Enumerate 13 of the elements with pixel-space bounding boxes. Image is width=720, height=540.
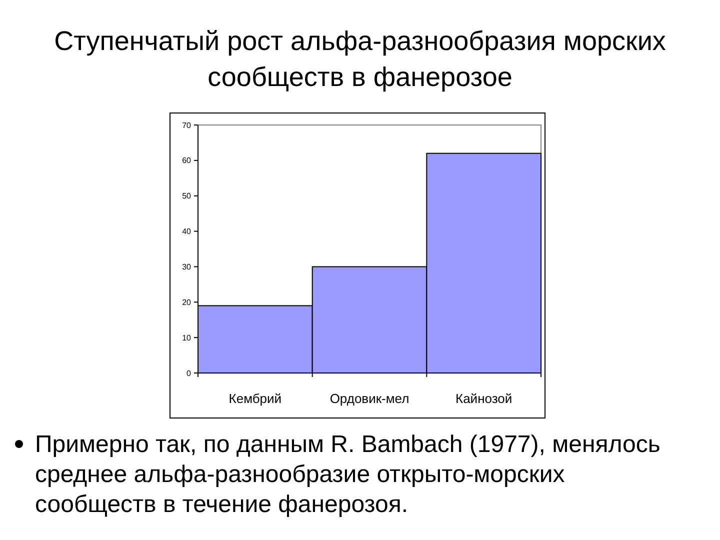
y-tick-label: 20	[182, 298, 192, 307]
y-tick-label: 40	[182, 227, 192, 236]
x-tick-label: Кайнозой	[456, 391, 512, 406]
y-tick-label: 30	[182, 262, 192, 272]
text: Примерно так, по данным R. Bambach (1977), менялось среднее альфа-разнообразие открыто-морских сообществ в течение фанерозоя.	[35, 431, 660, 518]
y-tick-label: 60	[182, 156, 192, 166]
x-tick-label: Ордовик-мел	[330, 391, 410, 406]
x-tick-label: Кембрий	[228, 391, 282, 406]
y-tick-label: 0	[186, 368, 192, 378]
y-tick-label: 10	[182, 333, 192, 342]
chart-title: Ступенчатый рост альфа-разнообразия морских сообществ в фанерозое	[54, 26, 666, 92]
y-tick-label: 50	[182, 192, 192, 201]
y-tick-label: 70	[182, 120, 192, 130]
